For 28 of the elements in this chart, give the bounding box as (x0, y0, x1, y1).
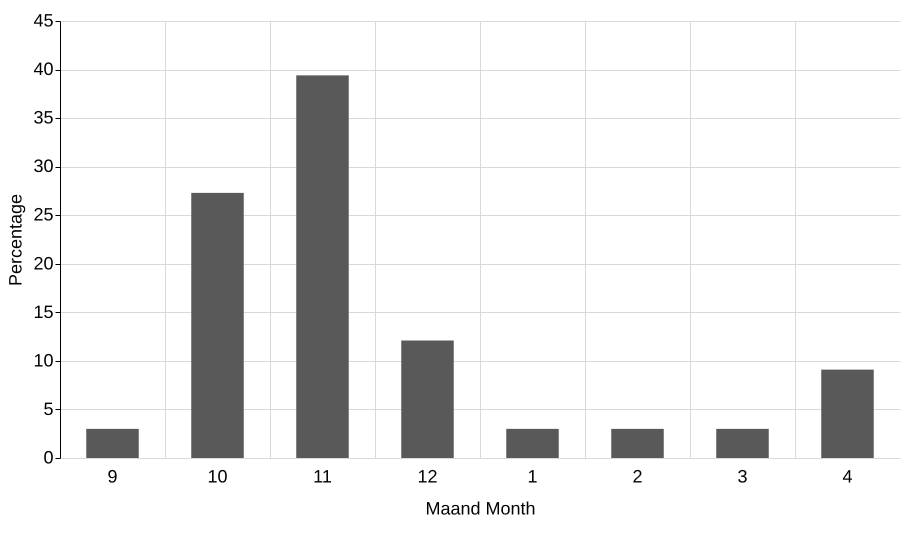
bar (86, 428, 139, 458)
y-tick-label: 35 (33, 108, 54, 128)
y-tick-label: 15 (33, 302, 54, 322)
x-tick-label: 11 (313, 466, 332, 486)
y-tick-label: 40 (33, 59, 54, 80)
y-tick-label: 30 (33, 156, 54, 176)
y-tick-label: 25 (33, 204, 54, 225)
x-tick-label: 3 (737, 466, 748, 486)
x-tick-label: 10 (207, 466, 228, 486)
x-axis-title: Maand Month (425, 498, 536, 518)
x-tick-label: 2 (632, 466, 643, 486)
x-tick-label: 4 (842, 466, 853, 486)
y-tick-label: 5 (43, 398, 54, 419)
bar (191, 192, 244, 458)
x-tick-label: 1 (527, 466, 538, 486)
bar (716, 428, 769, 458)
y-tick-label: 45 (33, 10, 54, 30)
y-tick-label: 20 (33, 253, 54, 274)
bar (296, 75, 349, 458)
bar (401, 340, 454, 458)
y-axis-title: Percentage (5, 194, 26, 286)
y-tick-label: 10 (33, 350, 54, 370)
y-tick-label: 0 (43, 448, 54, 468)
x-tick-label: 9 (107, 466, 118, 486)
x-tick-label: 12 (417, 466, 438, 486)
bar (506, 428, 559, 458)
bar (821, 370, 874, 458)
bar (611, 428, 664, 458)
